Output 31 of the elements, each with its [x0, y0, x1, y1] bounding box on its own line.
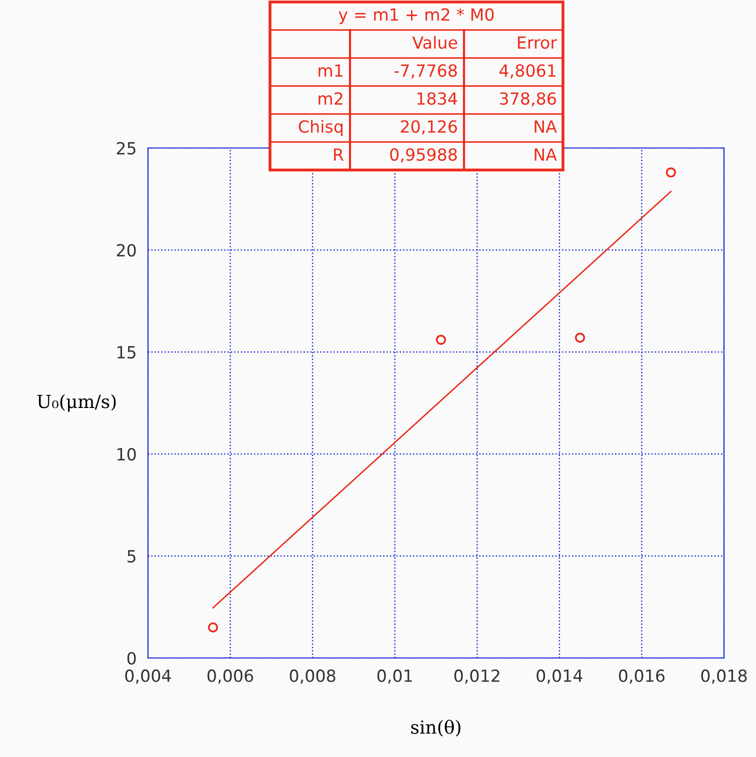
x-tick-label: 0,018	[701, 669, 747, 684]
text: Value	[412, 36, 458, 49]
y-tick-label: 20	[116, 244, 136, 257]
text: Error	[518, 36, 557, 49]
annotation: R	[334, 148, 344, 161]
text: 1834	[417, 92, 458, 105]
x-tick-label: 0,008	[290, 669, 336, 684]
x-tick-label: 0,012	[454, 669, 500, 684]
text: Chisq	[298, 120, 342, 136]
x-tick-label: 0,004	[125, 669, 171, 684]
text: m2	[318, 92, 342, 105]
text: m1	[318, 64, 342, 77]
y-tick-label: 0	[127, 652, 136, 665]
x-tick-label: 0,016	[618, 669, 665, 684]
text: 378,86	[500, 92, 556, 107]
text: -7,7768	[394, 64, 457, 79]
y-axis-title: U₀(μm/s)	[37, 394, 116, 412]
x-axis-title: sin(θ)	[411, 720, 460, 736]
text: NA	[534, 120, 557, 133]
x-tick-label: 0,014	[536, 669, 582, 684]
y-tick-label: 25	[116, 142, 136, 155]
y-tick-label: 5	[128, 550, 136, 563]
y-tick-label: 15	[118, 346, 136, 359]
text: 20,126	[400, 120, 457, 135]
annotation: NA	[534, 148, 557, 161]
annotation: 0,95988	[390, 148, 457, 163]
text: 4,8061	[499, 64, 556, 79]
x-tick-label: 0,006	[208, 669, 254, 684]
text: y = m1 + m2 * M0	[338, 8, 494, 24]
x-tick-label: 0,01	[377, 669, 412, 684]
y-tick-label: 10	[118, 448, 136, 461]
